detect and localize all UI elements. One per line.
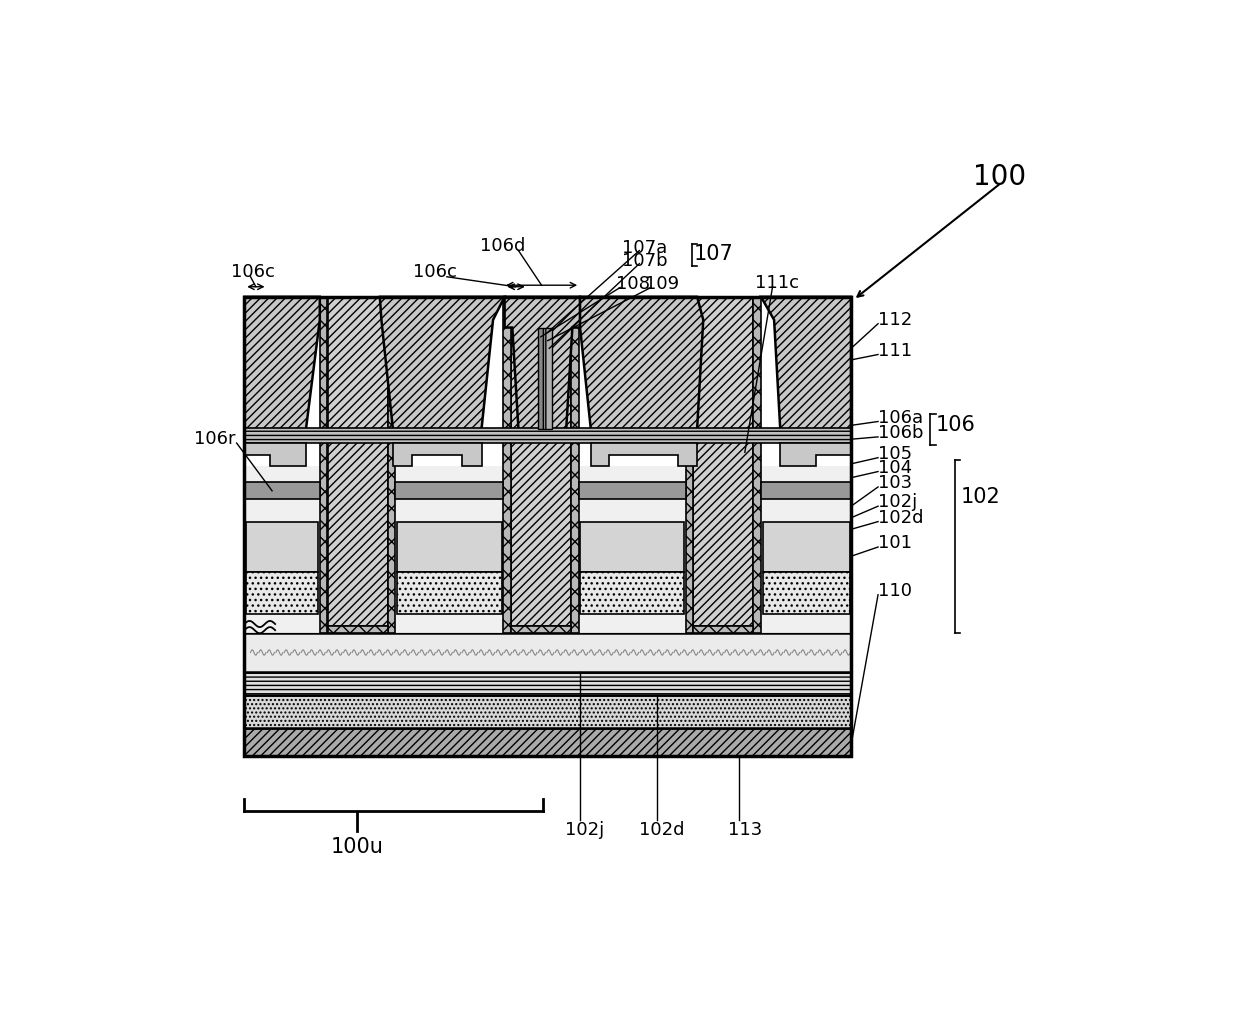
Text: 102j: 102j <box>564 820 604 838</box>
Text: 107: 107 <box>694 243 734 264</box>
Text: 107b: 107b <box>621 252 667 271</box>
Bar <box>320 297 327 633</box>
Text: 102d: 102d <box>878 509 924 527</box>
Bar <box>244 467 851 633</box>
Bar <box>244 633 851 672</box>
Bar <box>579 482 686 499</box>
Polygon shape <box>393 443 481 467</box>
Bar <box>244 728 851 756</box>
Text: 106b: 106b <box>878 424 924 442</box>
Bar <box>244 672 851 695</box>
Text: 106c: 106c <box>413 264 458 281</box>
Bar <box>244 427 851 443</box>
Text: 100u: 100u <box>330 836 383 856</box>
Bar <box>754 297 761 633</box>
Bar <box>327 625 388 633</box>
Polygon shape <box>780 443 851 467</box>
Polygon shape <box>379 297 505 429</box>
Text: 106r: 106r <box>193 430 236 448</box>
Text: 112: 112 <box>878 311 913 329</box>
Text: 102j: 102j <box>878 493 918 511</box>
Bar <box>693 625 754 633</box>
Text: 108: 108 <box>616 276 650 294</box>
Bar <box>580 572 684 614</box>
Bar <box>761 482 851 499</box>
Bar <box>511 297 570 625</box>
Polygon shape <box>505 297 580 429</box>
Text: 110: 110 <box>878 582 913 600</box>
Bar <box>388 297 396 633</box>
Text: 104: 104 <box>878 459 913 477</box>
Polygon shape <box>590 443 697 467</box>
Text: 103: 103 <box>878 474 913 492</box>
Text: 106c: 106c <box>231 264 275 281</box>
Bar <box>763 572 849 614</box>
Text: 106a: 106a <box>878 409 923 426</box>
Polygon shape <box>761 297 851 429</box>
Text: 102d: 102d <box>640 820 684 838</box>
Bar <box>538 327 543 429</box>
Text: 111c: 111c <box>755 274 799 292</box>
Text: 111: 111 <box>878 341 913 360</box>
Bar <box>244 297 851 756</box>
Bar <box>397 572 501 614</box>
Text: 106: 106 <box>936 415 976 435</box>
Polygon shape <box>244 443 306 467</box>
Polygon shape <box>244 297 320 429</box>
Text: 101: 101 <box>878 534 913 552</box>
Bar <box>543 327 552 429</box>
Bar <box>511 625 570 633</box>
Bar <box>693 297 754 625</box>
Bar <box>396 482 503 499</box>
Bar <box>397 521 501 572</box>
Bar <box>763 521 849 572</box>
Text: 105: 105 <box>878 444 913 463</box>
Text: 100: 100 <box>972 163 1025 191</box>
Bar <box>570 297 579 633</box>
Text: 102: 102 <box>961 487 1001 507</box>
Bar <box>244 482 320 499</box>
Bar <box>396 467 503 633</box>
Bar <box>503 297 511 633</box>
Bar <box>246 521 319 572</box>
Bar <box>327 297 388 625</box>
Text: 107a: 107a <box>621 239 667 258</box>
Text: 106d: 106d <box>480 237 526 255</box>
Bar <box>244 467 320 633</box>
Bar <box>686 297 693 633</box>
Bar <box>246 572 319 614</box>
Bar <box>580 521 684 572</box>
Bar <box>244 695 851 728</box>
Bar <box>761 467 851 633</box>
Polygon shape <box>580 297 703 429</box>
Text: 109: 109 <box>645 276 678 294</box>
Bar <box>579 467 686 633</box>
Text: 113: 113 <box>728 820 763 838</box>
